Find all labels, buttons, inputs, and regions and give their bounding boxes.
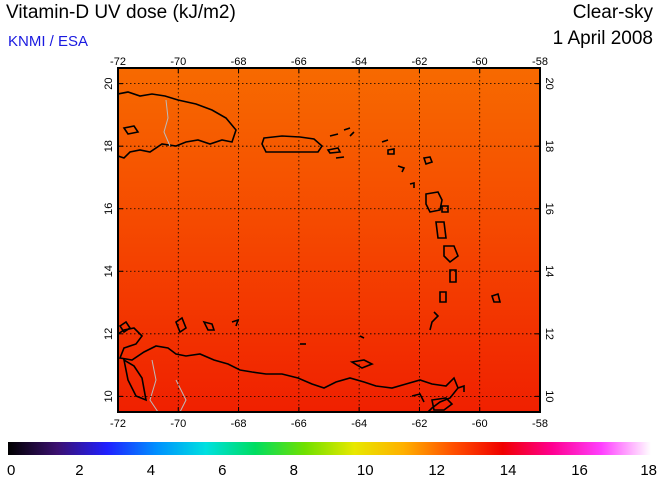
barbados-island bbox=[490, 292, 502, 303]
lat-tick-label-right: 16 bbox=[543, 203, 555, 215]
lon-tick-label-bottom: -70 bbox=[170, 418, 186, 430]
lake-maracaibo bbox=[122, 358, 148, 402]
date-label: 1 April 2008 bbox=[552, 28, 653, 49]
lon-tick-label-bottom: -66 bbox=[291, 418, 307, 430]
margarita-island bbox=[349, 359, 374, 369]
gonave-island bbox=[122, 125, 140, 135]
hispaniola-border bbox=[163, 99, 171, 147]
montserrat-island bbox=[409, 181, 415, 188]
blanquilla-island bbox=[359, 335, 365, 339]
lon-tick-label-top: -66 bbox=[291, 56, 307, 68]
colorbar-tick-label: 0 bbox=[7, 462, 15, 479]
antigua-island bbox=[422, 156, 434, 166]
bonaire-island bbox=[202, 320, 216, 331]
paria-gulf bbox=[411, 393, 425, 403]
dominica-island bbox=[435, 221, 447, 239]
lon-tick-label-bottom: -68 bbox=[231, 418, 247, 430]
map-axes: -72 -72 -70 -70 -68 -68 -66 -66 -64 -64 -62 -62 -60 -… bbox=[103, 56, 555, 430]
guadeloupe-island bbox=[425, 191, 443, 213]
colorbar-tick-label: 6 bbox=[218, 462, 226, 479]
colorbar-ticks: 0 2 4 6 8 10 12 14 16 18 bbox=[7, 462, 657, 479]
lat-tick-label-left: 10 bbox=[103, 390, 115, 402]
lat-tick-label-left: 18 bbox=[103, 140, 115, 152]
lon-tick-label-bottom: -60 bbox=[472, 418, 488, 430]
saint-martin-island bbox=[387, 148, 395, 155]
colorbar-tick-label: 2 bbox=[75, 462, 83, 479]
uv-dose-field bbox=[118, 68, 540, 412]
lon-tick-label-bottom: -58 bbox=[532, 418, 548, 430]
south-america-coastline bbox=[118, 327, 459, 412]
colorbar-tick-label: 12 bbox=[428, 462, 445, 479]
lat-tick-label-left: 14 bbox=[103, 265, 115, 277]
lon-tick-label-top: -64 bbox=[351, 56, 367, 68]
colorbar-scale bbox=[8, 442, 651, 455]
lon-tick-label-bottom: -62 bbox=[411, 418, 427, 430]
lon-tick-label-top: -72 bbox=[110, 56, 126, 68]
vieques-island bbox=[326, 147, 342, 154]
country-borders bbox=[149, 359, 187, 412]
saint-lucia-island bbox=[449, 269, 457, 283]
lon-tick-label-top: -58 bbox=[532, 56, 548, 68]
lon-tick-label-bottom: -72 bbox=[110, 418, 126, 430]
lat-tick-label-left: 16 bbox=[103, 203, 115, 215]
saint-kitts-island bbox=[397, 165, 406, 173]
lat-lon-grid bbox=[118, 68, 540, 412]
lon-tick-label-bottom: -64 bbox=[351, 418, 367, 430]
anegada-island bbox=[335, 156, 345, 159]
lat-tick-label-right: 18 bbox=[543, 140, 555, 152]
colorbar-tick-label: 10 bbox=[357, 462, 374, 479]
colorbar-tick-label: 8 bbox=[290, 462, 298, 479]
puerto-rico-coastline bbox=[261, 135, 324, 153]
colorbar-tick-label: 16 bbox=[571, 462, 588, 479]
lon-tick-label-top: -70 bbox=[170, 56, 186, 68]
lat-tick-label-right: 20 bbox=[543, 78, 555, 90]
lat-tick-label-left: 20 bbox=[103, 78, 115, 90]
lat-tick-label-right: 12 bbox=[543, 328, 555, 340]
colorbar-tick-label: 18 bbox=[640, 462, 657, 479]
lon-tick-label-top: -62 bbox=[411, 56, 427, 68]
saint-vincent-island bbox=[439, 291, 447, 303]
virgin-islands bbox=[329, 127, 355, 137]
colorbar-tick-label: 4 bbox=[147, 462, 155, 479]
data-source-label: KNMI / ESA bbox=[8, 33, 89, 50]
tobago-island bbox=[457, 384, 465, 392]
trinidad-island bbox=[431, 397, 454, 411]
map-frame bbox=[117, 67, 541, 413]
lon-tick-label-top: -68 bbox=[231, 56, 247, 68]
sky-condition-label: Clear-sky bbox=[572, 2, 653, 23]
lat-tick-label-right: 14 bbox=[543, 265, 555, 277]
lat-tick-label-left: 12 bbox=[103, 328, 115, 340]
coastlines bbox=[118, 91, 502, 412]
grenadines-islands bbox=[429, 311, 440, 331]
los-roques-islands bbox=[231, 318, 240, 327]
colorbar-tick-label: 14 bbox=[500, 462, 517, 479]
hispaniola-coastline bbox=[118, 91, 237, 159]
anguilla-island bbox=[381, 139, 389, 143]
map-title: Vitamin-D UV dose (kJ/m2) bbox=[6, 2, 236, 23]
lon-tick-label-top: -60 bbox=[472, 56, 488, 68]
marie-galante-island bbox=[441, 205, 449, 213]
lat-tick-label-right: 10 bbox=[543, 390, 555, 402]
martinique-island bbox=[443, 245, 459, 264]
